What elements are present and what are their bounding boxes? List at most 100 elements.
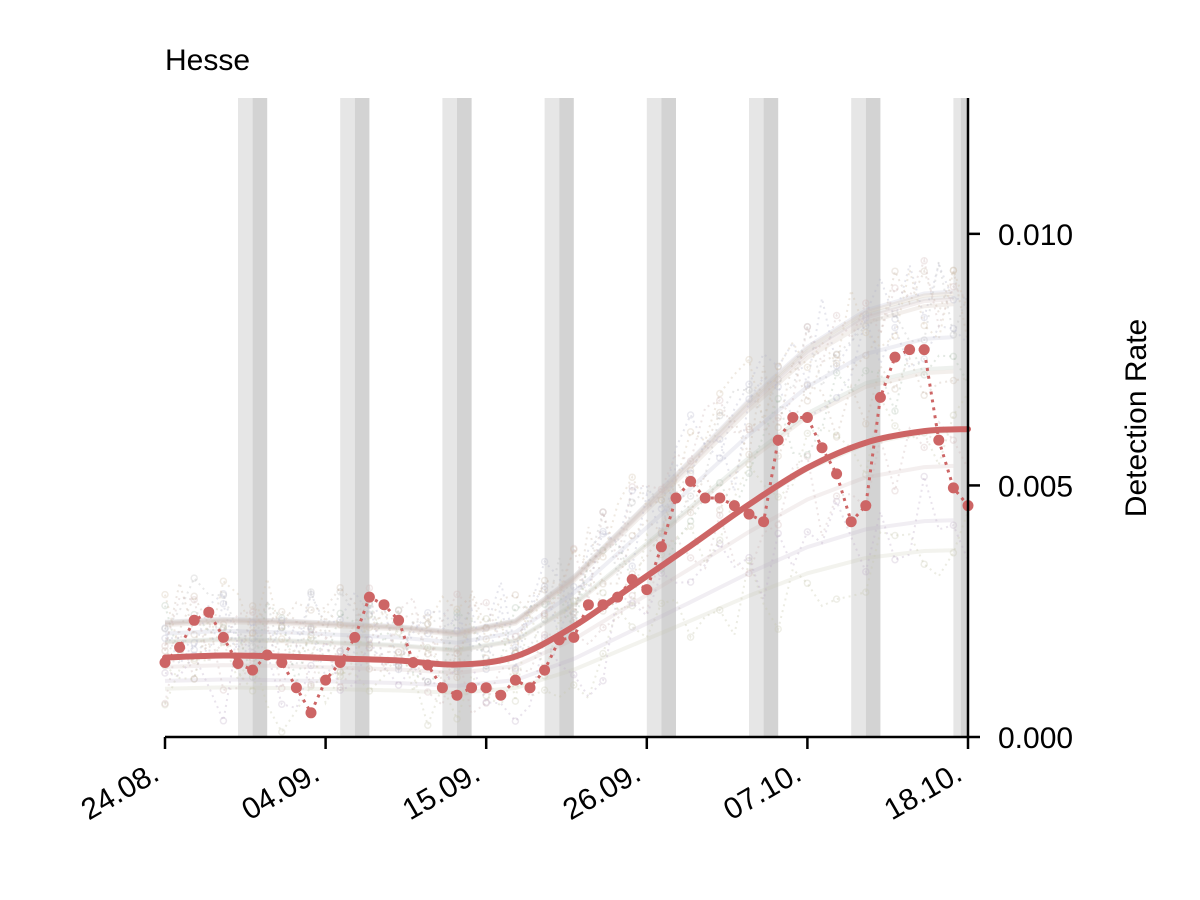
background-series-6-point xyxy=(570,670,578,679)
background-series-2-point xyxy=(453,613,461,621)
background-series-6-point xyxy=(365,635,374,644)
background-series-3-point xyxy=(336,668,344,677)
background-series-7-point xyxy=(336,588,344,596)
background-series-2-trend xyxy=(164,289,954,635)
background-series-4-point xyxy=(336,683,344,691)
background-series-4-point xyxy=(511,665,520,674)
weekend-band-6-sat xyxy=(749,98,764,737)
background-series-7-point xyxy=(482,645,490,653)
background-series-11-point xyxy=(365,611,374,620)
background-series-10-trend xyxy=(164,335,954,645)
background-series-1-point xyxy=(365,665,374,673)
background-series-12-point xyxy=(190,595,198,604)
background-series-7-point xyxy=(453,667,461,676)
weekend-band-5-sat xyxy=(646,98,662,737)
daily-point-26.09. xyxy=(641,584,653,596)
background-series-10-point xyxy=(628,562,636,570)
background-series-3-point xyxy=(628,623,636,631)
background-series-8-point xyxy=(278,635,286,643)
background-series-5-point xyxy=(862,366,870,375)
background-series-1-point xyxy=(745,422,753,431)
background-series-12-point xyxy=(365,584,374,592)
background-series-9-point xyxy=(336,583,344,592)
background-series-11-point xyxy=(716,536,724,544)
background-series-2-point xyxy=(891,315,899,323)
background-series-6-point xyxy=(219,717,228,725)
background-series-4-point xyxy=(307,680,315,689)
background-series-11-point xyxy=(891,422,899,430)
daily-point-08.10. xyxy=(816,442,828,454)
background-series-10-point xyxy=(161,634,169,643)
background-series-11-point xyxy=(511,697,520,705)
background-series-10-point xyxy=(920,355,928,363)
background-series-12-trend xyxy=(164,297,954,636)
background-series-9-point xyxy=(540,576,549,585)
background-series-2-point xyxy=(482,623,490,631)
background-series-10-point xyxy=(511,664,520,672)
background-series-9-point xyxy=(920,267,928,276)
background-series-9-point xyxy=(453,673,461,682)
daily-point-10.10. xyxy=(845,516,857,528)
trend-series xyxy=(162,426,971,668)
background-series-9-point xyxy=(365,640,374,649)
background-series-6-point xyxy=(891,555,899,564)
background-series-3-point xyxy=(307,682,315,690)
background-series-10-point xyxy=(278,616,286,625)
background-series-1-point xyxy=(716,506,724,514)
background-series-7-point xyxy=(161,624,169,633)
daily-point-16.10. xyxy=(933,434,945,446)
background-series-9-point xyxy=(891,267,899,275)
background-series-4-point xyxy=(365,644,374,652)
background-series-9-point xyxy=(161,647,169,655)
background-series-7-point xyxy=(657,496,666,504)
background-series-2-point xyxy=(365,610,374,619)
background-series-5-point xyxy=(540,600,549,608)
background-series-2-point xyxy=(803,380,812,388)
background-series-5-point xyxy=(832,369,841,377)
daily-point-03.10. xyxy=(743,508,755,520)
background-series-9-point xyxy=(774,423,782,432)
background-series-4-point xyxy=(219,686,228,694)
background-series-12-point xyxy=(949,282,958,291)
daily-point-05.10. xyxy=(772,434,784,446)
background-series-4-point xyxy=(949,436,958,444)
daily-point-12.09. xyxy=(436,682,448,694)
background-series-6-point xyxy=(599,676,607,685)
background-series-1-point xyxy=(540,585,549,594)
daily-point-28.08. xyxy=(217,631,229,643)
background-series-3-point xyxy=(891,531,899,540)
background-series-5-point xyxy=(424,677,432,686)
background-series-12-point xyxy=(453,590,461,598)
daily-point-21.09. xyxy=(568,631,580,643)
background-series-7-point xyxy=(920,336,928,344)
background-series-6-point xyxy=(424,678,432,686)
background-series-1-line xyxy=(164,355,969,688)
background-series-10-point xyxy=(599,527,607,536)
background-series-8-point xyxy=(365,623,374,632)
background-series-3-point xyxy=(453,715,461,723)
weekend-band-1-sun xyxy=(252,98,268,737)
background-series-4-point xyxy=(453,644,461,653)
background-series-8-point xyxy=(686,428,695,436)
daily-point-06.10. xyxy=(787,412,799,423)
background-series-3-point xyxy=(570,681,578,689)
weekend-band-3-sun xyxy=(457,98,472,737)
weekend-band-8-sun xyxy=(960,98,968,737)
daily-point-17.10. xyxy=(947,482,959,494)
background-series-1-point xyxy=(424,613,432,622)
background-series-2-point xyxy=(949,296,958,304)
background-series-2-point xyxy=(219,599,228,608)
background-series-2-point xyxy=(278,623,286,632)
background-series-5-point xyxy=(278,614,286,622)
daily-point-14.10. xyxy=(904,344,916,356)
weekend-bands xyxy=(238,98,968,737)
background-series-6-point xyxy=(832,497,841,506)
background-series-1-point xyxy=(570,608,578,616)
background-series-5-point xyxy=(161,601,169,610)
background-series-9-point xyxy=(686,466,695,475)
daily-point-04.10. xyxy=(758,516,770,528)
background-series-10-point xyxy=(570,582,578,591)
background-series-1-point xyxy=(862,420,870,428)
background-series-9-point xyxy=(511,591,520,599)
background-series-2-point xyxy=(745,380,753,389)
